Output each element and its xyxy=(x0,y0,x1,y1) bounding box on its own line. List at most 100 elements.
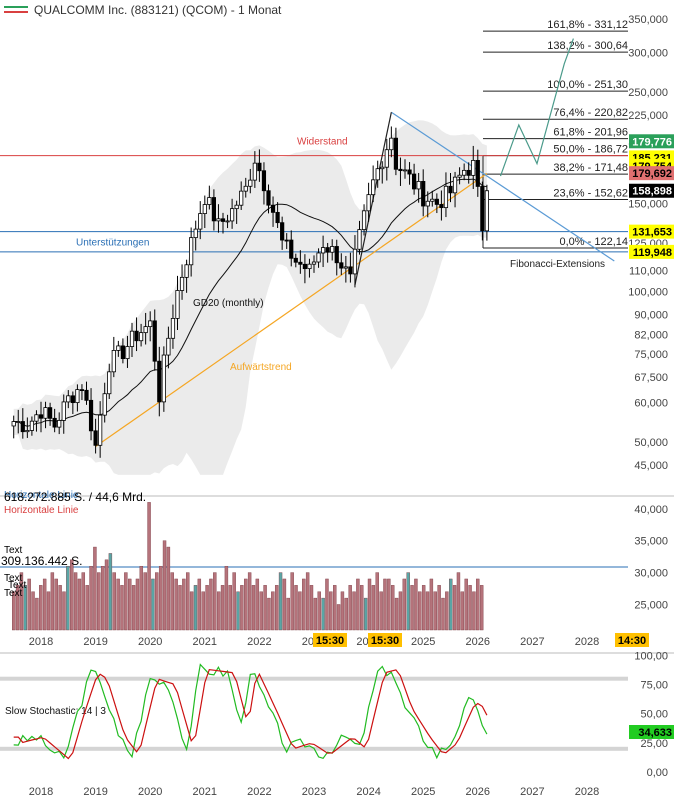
candle xyxy=(430,190,435,207)
volume-bar xyxy=(294,585,298,631)
candle xyxy=(384,138,389,181)
candle-body xyxy=(434,198,439,205)
price-badge-label: 131,653 xyxy=(632,227,672,239)
candle xyxy=(207,185,212,210)
volume-bar xyxy=(27,578,31,631)
stoch-x-tick: 2024 xyxy=(356,786,380,798)
candle xyxy=(261,162,267,205)
volume-bar xyxy=(205,585,209,631)
candle xyxy=(398,157,403,186)
volume-bar xyxy=(197,578,202,631)
price-badge: 179,692 xyxy=(629,166,674,181)
candle xyxy=(393,127,399,176)
volume-bar xyxy=(371,585,376,631)
candle-body xyxy=(184,264,189,278)
fib-label: 76,4% - 220,82 xyxy=(553,107,628,119)
candle-body xyxy=(348,266,353,275)
volume-bar xyxy=(278,572,283,631)
volume-bar xyxy=(468,585,472,631)
candle-body xyxy=(216,218,221,222)
stoch-last-badge-bg xyxy=(629,725,674,739)
candle-body xyxy=(88,399,94,432)
volume-bar xyxy=(456,572,461,631)
candle-body xyxy=(398,168,403,172)
candle xyxy=(316,248,321,268)
candle-body xyxy=(207,197,212,205)
candle xyxy=(166,326,171,369)
candle xyxy=(293,253,298,268)
volume-bar xyxy=(155,572,159,631)
title-group: QUALCOMM Inc. (883121) (QCOM) - 1 Monat xyxy=(4,3,282,17)
trendline xyxy=(391,111,615,262)
candle-body xyxy=(266,190,271,206)
stoch-title: Slow Stochastic: 14 | 3 xyxy=(5,706,106,717)
candle-body xyxy=(57,420,62,428)
candle xyxy=(421,169,426,217)
candle-body xyxy=(457,174,462,178)
candle-body xyxy=(143,326,148,334)
candle-body xyxy=(129,330,135,347)
volume-bar xyxy=(89,565,93,631)
candle-body xyxy=(220,218,226,222)
projection-path xyxy=(499,38,574,177)
stoch-y-tick: 100,00 xyxy=(634,650,668,662)
candle xyxy=(102,382,107,423)
volume-x-tick: 2022 xyxy=(247,636,271,648)
candle-body xyxy=(270,204,276,213)
candle xyxy=(307,258,312,278)
volume-bar xyxy=(224,565,229,631)
candle-body xyxy=(107,371,112,395)
candle xyxy=(216,204,221,233)
candle-body xyxy=(25,430,30,433)
candle-body xyxy=(257,162,262,172)
candle xyxy=(48,402,53,426)
candle xyxy=(66,390,71,409)
candle xyxy=(434,193,439,214)
candle-body xyxy=(198,213,203,230)
candle xyxy=(466,162,471,184)
candle-body xyxy=(211,197,216,222)
volume-bar xyxy=(445,591,449,631)
candle-body xyxy=(20,421,25,433)
volume-bar xyxy=(251,585,256,631)
stoch-y-tick: 75,00 xyxy=(640,680,668,692)
stoch-x-tick: 2019 xyxy=(83,786,107,798)
price-badge-bg xyxy=(629,224,674,239)
candle-body xyxy=(79,389,85,391)
fib-label: 50,0% - 186,72 xyxy=(553,144,628,156)
candle-body xyxy=(425,200,430,207)
candle xyxy=(471,145,476,189)
candle-body xyxy=(234,204,239,210)
candle-body xyxy=(389,137,394,151)
stoch-last-value: 34,633 xyxy=(638,727,672,739)
candle-body xyxy=(298,261,303,265)
candle xyxy=(439,190,444,221)
price-y-tick: 67,500 xyxy=(634,372,668,384)
candle-body xyxy=(462,169,467,176)
volume-bar xyxy=(433,591,437,631)
volume-bar xyxy=(151,578,155,631)
price-y-tick: 90,000 xyxy=(634,309,668,321)
candle xyxy=(38,401,44,433)
volume-bar xyxy=(116,578,120,631)
fib-label: 100,0% - 251,30 xyxy=(547,79,628,91)
candle xyxy=(184,259,189,293)
candle xyxy=(252,151,257,188)
candle xyxy=(325,242,330,263)
candle-body xyxy=(102,393,107,416)
volume-bar xyxy=(313,597,318,631)
candle-body xyxy=(289,239,294,259)
candle xyxy=(34,410,39,432)
volume-bar xyxy=(236,591,240,631)
candle xyxy=(43,401,48,429)
volume-bar xyxy=(305,572,310,631)
volume-x-tick: 2020 xyxy=(138,636,162,648)
candle-body xyxy=(179,276,185,291)
price-y-tick: 250,000 xyxy=(628,87,668,99)
candle-body xyxy=(11,421,16,427)
volume-label: Horizontale Linie xyxy=(4,490,79,501)
price-badge-bg xyxy=(629,244,674,259)
volume-bar xyxy=(383,578,387,631)
time-badge-bg xyxy=(368,633,402,647)
candle xyxy=(75,384,80,412)
